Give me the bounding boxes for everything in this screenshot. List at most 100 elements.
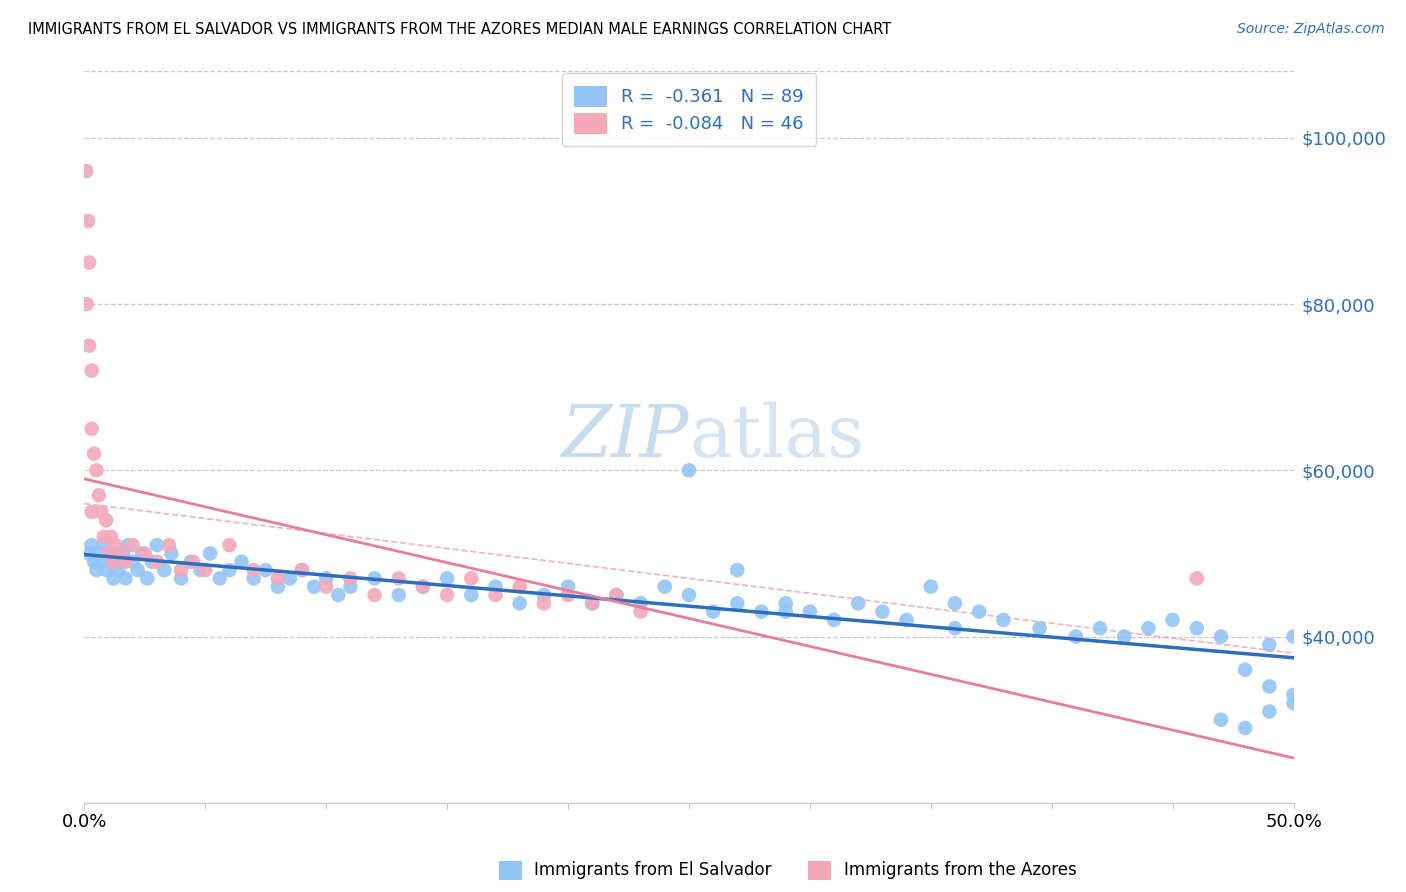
Point [254,563,277,577]
Point [86,563,108,577]
Point [103,571,125,585]
Point [170,563,193,577]
Point [94,513,117,527]
Point [107,563,129,577]
Point [823,613,845,627]
Text: Source: ZipAtlas.com: Source: ZipAtlas.com [1237,22,1385,37]
Point [87,546,110,560]
Point [678,588,700,602]
Point [242,571,264,585]
Point [799,605,821,619]
Point [1185,621,1208,635]
Point [920,580,942,594]
Point [93,530,115,544]
Point [218,563,240,577]
Point [110,555,132,569]
Point [1258,705,1281,719]
Point [328,588,350,602]
Point [1282,696,1305,710]
Point [1234,721,1257,735]
Point [1185,571,1208,585]
Point [1258,680,1281,694]
Point [460,588,482,602]
Point [97,546,120,560]
Point [775,605,797,619]
Point [97,546,120,560]
Point [302,580,325,594]
Point [114,571,136,585]
Point [100,555,122,569]
Point [533,588,555,602]
Point [388,588,411,602]
Point [104,546,127,560]
Point [509,580,531,594]
Point [605,588,627,602]
Point [194,563,217,577]
Point [100,530,122,544]
Point [267,580,290,594]
Text: IMMIGRANTS FROM EL SALVADOR VS IMMIGRANTS FROM THE AZORES MEDIAN MALE EARNINGS C: IMMIGRANTS FROM EL SALVADOR VS IMMIGRANT… [28,22,891,37]
Point [460,571,482,585]
Point [146,538,169,552]
Point [114,555,136,569]
Point [872,605,894,619]
Point [339,571,361,585]
Point [702,605,724,619]
Point [80,538,103,552]
Legend: R =  -0.361   N = 89, R =  -0.084   N = 46: R = -0.361 N = 89, R = -0.084 N = 46 [561,73,817,146]
Point [180,555,202,569]
Point [896,613,918,627]
Point [557,580,579,594]
Point [136,571,159,585]
Point [77,255,100,269]
Text: ZIP: ZIP [561,401,689,473]
Point [315,580,337,594]
Point [141,555,163,569]
Point [581,596,603,610]
Point [104,538,127,552]
Point [131,546,153,560]
Point [846,596,869,610]
Point [1209,713,1232,727]
Point [605,588,627,602]
Text: Immigrants from El Salvador: Immigrants from El Salvador [534,861,772,879]
Point [83,555,105,569]
Point [943,621,966,635]
Point [363,571,385,585]
Point [1088,621,1111,635]
Point [291,563,314,577]
Point [127,563,149,577]
Point [630,605,652,619]
Point [110,546,132,560]
Point [943,596,966,610]
Point [557,588,579,602]
Point [363,588,385,602]
Point [278,571,301,585]
Point [1258,638,1281,652]
Point [134,546,156,560]
Point [93,538,115,552]
Point [967,605,990,619]
Point [725,596,748,610]
Point [678,463,700,477]
Point [581,596,603,610]
Point [83,447,105,461]
Point [157,538,180,552]
Point [242,563,264,577]
Point [231,555,253,569]
Point [208,571,231,585]
Point [170,571,193,585]
Point [1234,663,1257,677]
Point [117,538,139,552]
Point [1161,613,1184,627]
Point [533,596,555,610]
Point [90,555,112,569]
Point [77,339,100,353]
Point [315,571,337,585]
Point [993,613,1015,627]
Point [76,297,98,311]
Point [388,571,411,585]
Text: Immigrants from the Azores: Immigrants from the Azores [844,861,1077,879]
Point [153,563,176,577]
Point [94,563,117,577]
